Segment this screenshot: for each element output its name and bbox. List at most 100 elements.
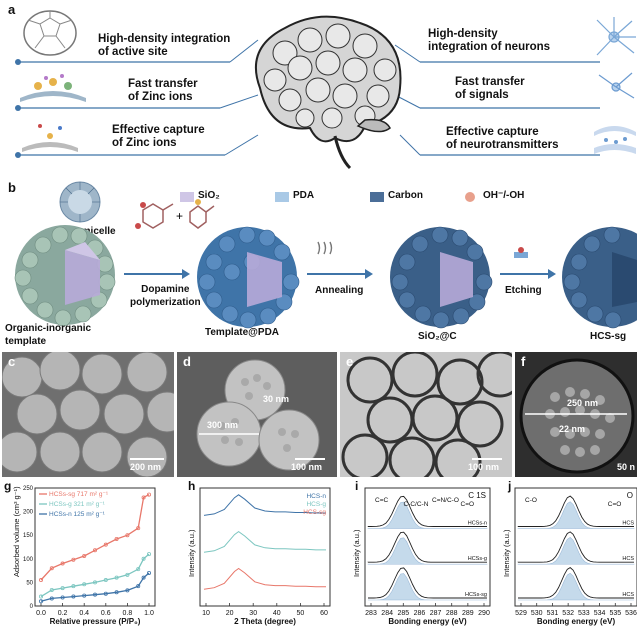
chart-g-point bbox=[125, 588, 130, 593]
chart-g-xtick-label: 0.6 bbox=[101, 610, 111, 617]
chart-j-annotation-0: C-O bbox=[525, 497, 537, 504]
hcs-sg-sphere bbox=[562, 226, 637, 329]
chart-i-envelope-2 bbox=[368, 567, 487, 599]
chart-g-legend-2: HCSs-n 125 m² g⁻¹ bbox=[49, 511, 106, 518]
synapse-icon bbox=[594, 126, 636, 154]
signal-neuron-icon bbox=[598, 72, 635, 99]
chart-g-xtick-label: 1.0 bbox=[144, 610, 154, 617]
chart-i-annotation-2: C=N/C-O bbox=[432, 497, 459, 504]
micrograph-d: d 30 nm 300 nm 100 nm bbox=[177, 352, 337, 477]
chart-g-point bbox=[71, 557, 76, 562]
micrograph-f-scale: 50 n bbox=[617, 462, 636, 472]
chart-g-point bbox=[93, 580, 98, 585]
legend-label-3: OH⁻/-OH bbox=[483, 190, 525, 201]
micrograph-f-annot-1: 250 nm bbox=[567, 398, 599, 408]
chart-h-legend-1: HCS-g bbox=[306, 501, 326, 508]
chart-g-point bbox=[146, 552, 151, 557]
chart-g-ytick-label: 50 bbox=[26, 580, 33, 586]
heat-icon bbox=[317, 241, 333, 255]
chart-j-series-label-0: HCS bbox=[622, 520, 634, 526]
micrograph-f-annot-2: 22 nm bbox=[559, 424, 586, 434]
chart-h-xtick-label: 10 bbox=[202, 610, 210, 617]
chart-g-point bbox=[49, 596, 54, 601]
chart-g-point bbox=[93, 548, 98, 553]
chart-i-series-label-1: HCSs-g bbox=[468, 556, 487, 562]
panel-a-left-connectors bbox=[15, 39, 600, 158]
chart-g-point bbox=[125, 533, 130, 538]
dopamine-molecule-icon: + bbox=[135, 199, 215, 229]
chart-g-point bbox=[82, 582, 87, 587]
chart-g-xlabel: Relative pressure (P/P₀) bbox=[50, 617, 141, 626]
legend-swatch-1 bbox=[275, 192, 289, 202]
right-item-2: Fast transfer of signals bbox=[455, 76, 525, 101]
chart-g-point bbox=[71, 594, 76, 599]
left-item-1: High-density integration of active site bbox=[98, 33, 231, 58]
chart-g-point bbox=[39, 578, 44, 583]
zinc-capture-icon bbox=[22, 124, 78, 152]
chart-g-ytick-label: 200 bbox=[23, 510, 34, 516]
chart-g-point bbox=[49, 566, 54, 571]
chart-i-component-2 bbox=[368, 573, 487, 601]
chart-j-annotation-1: C=O bbox=[608, 501, 622, 508]
micrograph-f-label: f bbox=[521, 354, 526, 369]
brain-illustration bbox=[255, 15, 402, 170]
chart-i-xtick-label: 288 bbox=[446, 610, 458, 617]
chart-g-frame bbox=[34, 487, 156, 607]
chart-g-point bbox=[114, 575, 119, 580]
chart-j-component-1 bbox=[517, 537, 635, 565]
step-2-label: Annealing bbox=[315, 285, 364, 296]
legend-swatch-2 bbox=[370, 192, 384, 202]
chart-g-point bbox=[146, 492, 151, 497]
chart-g-xtick-label: 0.0 bbox=[36, 610, 46, 617]
stage-3-label: SiO₂@C bbox=[418, 331, 457, 342]
chart-h-series-1 bbox=[203, 530, 326, 553]
chart-g-point bbox=[60, 595, 65, 600]
chart-g-xtick-label: 0.8 bbox=[123, 610, 133, 617]
chart-g-legend-1: HCSs-g 321 m² g⁻¹ bbox=[49, 501, 106, 508]
chart-i-component-1 bbox=[367, 537, 488, 565]
legend-swatch-0 bbox=[180, 192, 194, 202]
chart-h-xlabel: 2 Theta (degree) bbox=[234, 617, 296, 626]
chart-g-point bbox=[60, 586, 65, 591]
panel-a-label: a bbox=[8, 2, 16, 17]
stage-2-label: Template@PDA bbox=[205, 327, 280, 338]
chart-j-component-0 bbox=[517, 501, 635, 529]
chart-h-series-0 bbox=[203, 494, 326, 516]
chart-g-ytick-label: 100 bbox=[23, 557, 34, 563]
chart-j-frame bbox=[514, 487, 637, 607]
chart-i-label: i bbox=[355, 479, 358, 493]
chart-g-point bbox=[141, 495, 146, 500]
arrow-3 bbox=[500, 269, 556, 279]
panel-b-label: b bbox=[8, 180, 16, 195]
chart-j-xtick-label: 534 bbox=[594, 610, 606, 617]
chart-i-annotation-1: C-C/C-N bbox=[404, 501, 429, 508]
chart-h-legend-2: HCS-sg bbox=[303, 509, 326, 516]
chart-g-point bbox=[136, 567, 141, 572]
chart-h-frame bbox=[199, 487, 331, 607]
left-item-3: Effective capture of Zinc ions bbox=[112, 124, 205, 149]
chart-j-label: j bbox=[507, 479, 511, 493]
chart-i-component-0 bbox=[367, 501, 488, 529]
chart-i-frame bbox=[364, 487, 491, 607]
chart-h-xtick-label: 20 bbox=[226, 610, 234, 617]
active-site-surface-icon bbox=[20, 74, 86, 102]
arrow-1 bbox=[124, 269, 190, 279]
step-3-label: Etching bbox=[505, 285, 542, 296]
chart-j-xtick-label: 529 bbox=[515, 610, 527, 617]
chart-i-title: C 1S bbox=[468, 491, 486, 500]
chart-j-xlabel: Bonding energy (eV) bbox=[537, 617, 616, 626]
chart-j-series-label-2: HCS bbox=[622, 592, 634, 598]
arrow-2 bbox=[307, 269, 373, 279]
chart-i-annotation-3: C=O bbox=[461, 501, 475, 508]
micrograph-c-scalebar bbox=[130, 458, 164, 460]
chart-i-ylabel: Intensity (a.u.) bbox=[352, 529, 361, 577]
chart-i-xtick-label: 285 bbox=[397, 610, 409, 617]
chart-j-envelope-1 bbox=[517, 531, 634, 563]
chart-j-xtick-label: 535 bbox=[609, 610, 621, 617]
micrograph-e: e 100 nm bbox=[340, 352, 512, 477]
template-pda-sphere bbox=[197, 226, 300, 329]
chart-g-xtick-label: 0.4 bbox=[79, 610, 89, 617]
chart-g-legend-0: HCSs-sg 717 m² g⁻¹ bbox=[49, 491, 109, 498]
chart-i-series-label-2: HCSs-sg bbox=[465, 592, 487, 598]
chart-h-xtick-label: 50 bbox=[297, 610, 305, 617]
